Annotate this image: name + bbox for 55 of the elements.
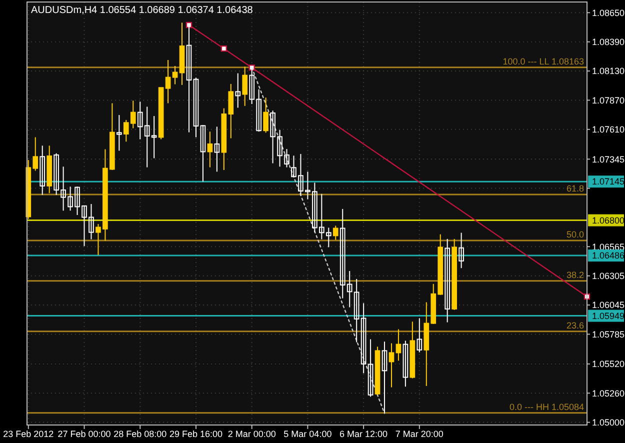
y-tick-label: 1.07610 — [592, 124, 625, 135]
candlestick — [332, 225, 338, 240]
candlestick — [165, 60, 171, 104]
y-tick-label: 1.06565 — [592, 242, 625, 252]
candlestick — [172, 65, 178, 85]
y-tick-label: 1.08130 — [592, 66, 625, 76]
candlestick — [458, 232, 464, 269]
y-tick-label: 1.05000 — [592, 417, 625, 428]
candlestick — [402, 340, 408, 388]
y-tick-label: 1.05785 — [592, 329, 625, 340]
y-tick-label: 1.07870 — [592, 95, 625, 106]
candlestick — [360, 302, 366, 374]
ref-line-label: 1.06486 — [592, 250, 625, 261]
ref-line-label: 100.0 --- LL 1.08163 — [502, 56, 584, 66]
candlestick — [116, 114, 122, 152]
chart-title: AUDUSDm,H4 1.06554 1.06689 1.06374 1.06438 — [31, 5, 254, 16]
y-tick-label: 1.05260 — [592, 388, 625, 398]
x-tick-label: 29 Feb 16:00 — [169, 429, 222, 439]
y-tick-label: 1.06305 — [592, 270, 625, 281]
candlestick — [263, 97, 268, 134]
annotation: 23.6 — [566, 320, 584, 330]
candlestick — [193, 77, 199, 138]
candlestick — [444, 238, 450, 323]
y-tick-label: 1.08390 — [592, 36, 625, 47]
annotation: 38.2 — [566, 270, 584, 280]
y-tick-label: 1.08650 — [592, 8, 625, 18]
ref-line-label: 1.06800 — [592, 215, 625, 226]
x-tick-label: 28 Feb 08:00 — [114, 429, 167, 439]
x-tick-label: 7 Mar 20:00 — [395, 429, 444, 439]
candlestick — [235, 72, 241, 108]
candlestick — [200, 124, 206, 182]
y-tick-label: 1.07345 — [592, 154, 625, 164]
ref-line-label: 1.07145 — [592, 176, 625, 187]
y-tick-label: 1.05520 — [592, 359, 625, 370]
candlestick — [396, 328, 402, 362]
candlestick — [382, 341, 388, 414]
candlestick — [207, 131, 213, 168]
ref-line-label: 0.0 --- HH 1.05084 — [509, 402, 584, 412]
ref-line-label: 1.05949 — [592, 310, 625, 321]
candlestick — [214, 126, 220, 172]
x-tick-label: 23 Feb 2012 — [3, 429, 54, 439]
candlestick — [368, 338, 374, 398]
x-tick-label: 27 Feb 00:00 — [58, 429, 111, 439]
x-tick-label: 6 Mar 12:00 — [340, 429, 388, 439]
point — [220, 45, 228, 52]
annotation: 50.0 — [566, 229, 584, 240]
x-tick-label: 5 Mar 04:00 — [284, 429, 332, 439]
candlestick — [388, 342, 394, 388]
candlestick — [242, 66, 248, 106]
point — [248, 64, 255, 71]
candlestick — [416, 318, 422, 353]
annotation: 61.8 — [566, 183, 584, 194]
x-tick-label: 2 Mar 00:00 — [228, 429, 276, 439]
y-tick-label: 1.06045 — [592, 300, 625, 310]
candlestick — [40, 145, 46, 196]
